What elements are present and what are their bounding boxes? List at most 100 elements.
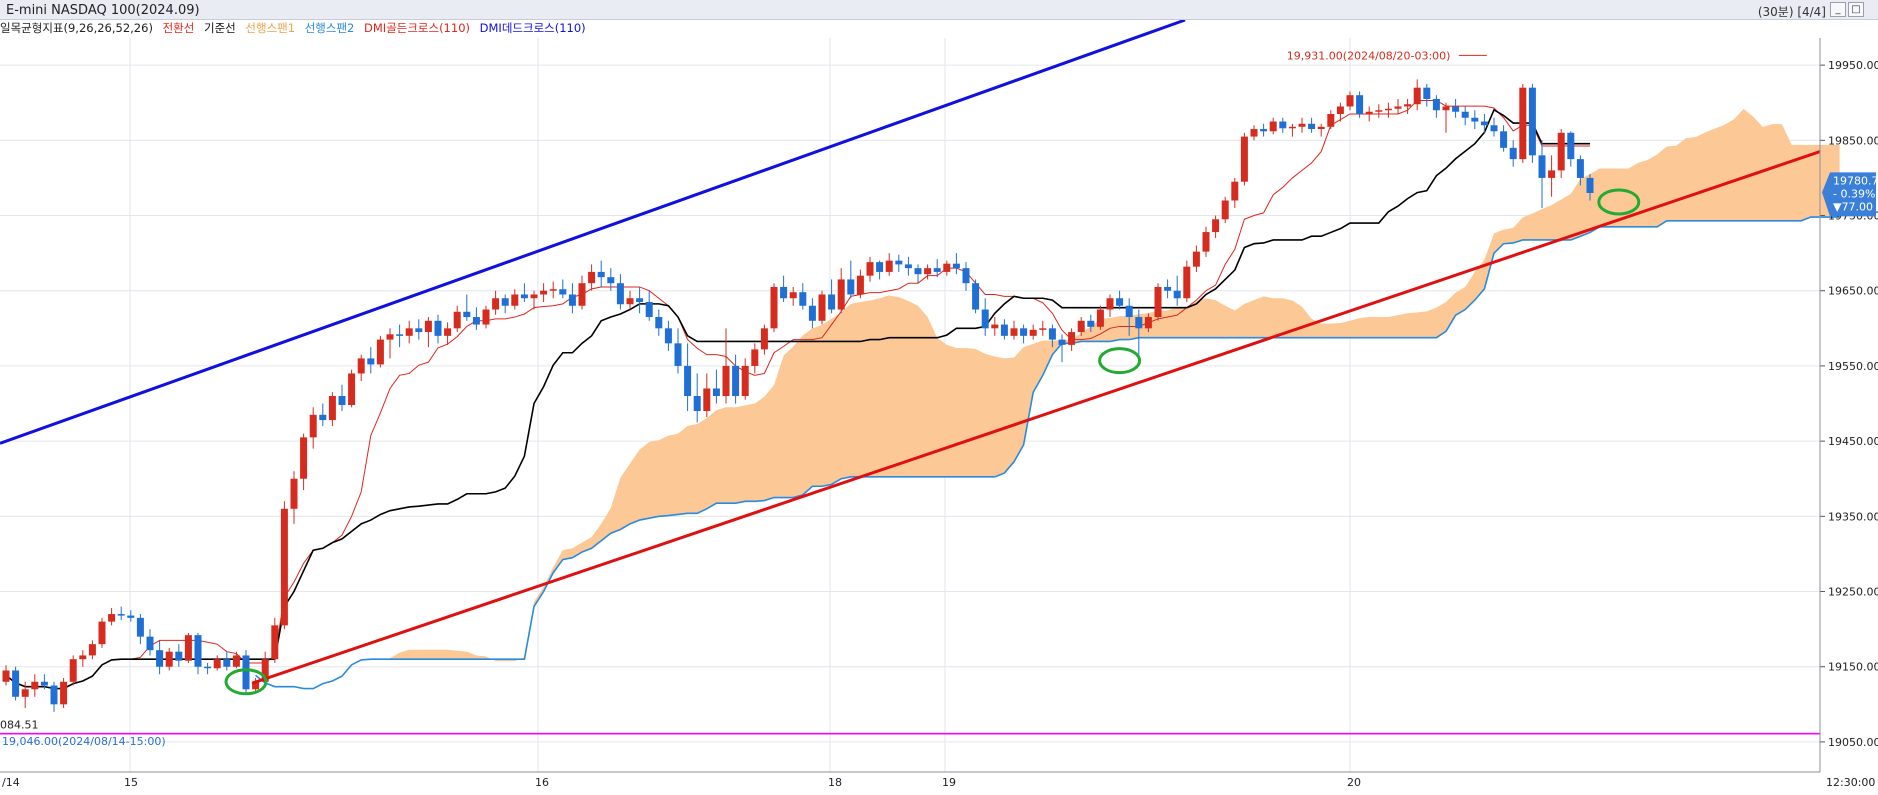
candle-body	[952, 263, 960, 269]
candle-body	[376, 339, 384, 365]
blue-trendline	[0, 18, 1186, 445]
candle-body	[837, 279, 845, 310]
candle-body	[1336, 106, 1344, 114]
ichimoku-cloud	[255, 108, 1840, 690]
candle-body	[1288, 126, 1296, 129]
candle-body	[1567, 132, 1575, 160]
red-trendline	[251, 150, 1821, 685]
x-tick-label: 12:30:00	[1826, 776, 1875, 789]
candle-body	[1000, 324, 1008, 336]
candle-body	[693, 396, 701, 412]
candle-body	[252, 681, 260, 690]
candle-body	[991, 324, 999, 329]
candle-body	[962, 268, 970, 284]
minimize-icon[interactable]: _	[1830, 2, 1846, 17]
window-title: E-mini NASDAQ 100(2024.09)	[6, 3, 200, 18]
candle-body	[540, 290, 548, 295]
candle-body	[1260, 129, 1268, 132]
candle-body	[492, 298, 500, 310]
candle-body	[1192, 251, 1200, 267]
candle-body	[242, 655, 250, 690]
indicator-legend: 일목균형지표(9,26,26,52,26) 전환선 기준선 선행스팬1 선행스팬…	[0, 20, 592, 36]
candle-body	[1212, 219, 1220, 233]
candle-body	[1327, 114, 1335, 127]
candle-body	[943, 263, 951, 272]
interval-label[interactable]: (30분) [4/4]	[1757, 5, 1826, 19]
legend-conversion-line: 전환선	[162, 21, 195, 35]
maximize-icon[interactable]: □	[1848, 2, 1864, 17]
candle-body	[703, 388, 711, 412]
cloud-area	[255, 108, 1840, 689]
candle-body	[530, 294, 538, 299]
candle-body	[722, 365, 730, 396]
candle-body	[472, 317, 480, 325]
left-value-label: 084.51	[0, 718, 39, 731]
high-annotation: 19,931.00(2024/08/20-03:00)	[1287, 49, 1451, 62]
candle-body	[549, 289, 557, 291]
candle-body	[1509, 147, 1517, 160]
candle-body	[108, 614, 116, 622]
candle-body	[453, 311, 461, 329]
candle-body	[789, 292, 797, 299]
candle-body	[434, 320, 442, 336]
price-tag-text: ▼77.00	[1833, 200, 1873, 213]
candle-body	[1557, 132, 1565, 171]
axes: 19950.0019850.0019750.0019650.0019550.00…	[0, 38, 1878, 789]
candle-body	[175, 651, 183, 661]
candle-body	[60, 681, 68, 705]
candle-body	[1586, 177, 1594, 193]
candle-body	[2, 670, 10, 682]
candle-body	[760, 328, 768, 350]
candle-body	[1116, 298, 1124, 306]
candle-body	[981, 309, 989, 329]
candle-body	[300, 437, 308, 479]
candle-body	[770, 286, 778, 329]
candle-body	[626, 298, 634, 305]
candle-body	[1039, 328, 1047, 330]
price-tag-text: - 0.39%	[1833, 187, 1875, 200]
candle-body	[386, 334, 394, 340]
x-tick-label: 19	[942, 776, 956, 789]
candle-body	[1528, 87, 1536, 156]
candle-body	[405, 328, 413, 336]
candle-body	[1029, 329, 1037, 336]
candle-body	[866, 262, 874, 276]
candle-body	[1298, 123, 1306, 127]
candle-body	[482, 309, 490, 325]
candle-body	[1442, 106, 1450, 111]
candle-body	[290, 478, 298, 509]
candle-body	[972, 283, 980, 310]
candle-body	[1250, 129, 1258, 137]
candle-body	[1154, 286, 1162, 318]
candle-body	[616, 283, 624, 305]
candle-body	[751, 349, 759, 366]
candle-body	[732, 365, 740, 396]
candle-body	[876, 262, 884, 272]
candle-body	[904, 264, 912, 269]
pivot-circle	[1098, 347, 1142, 375]
candle-body	[597, 271, 605, 278]
candle-body	[1384, 108, 1392, 111]
y-tick-label: 19850.00	[1828, 134, 1878, 147]
legend-leading-span2: 선행스팬2	[304, 21, 355, 35]
candle-body	[12, 670, 20, 697]
candle-body	[1490, 125, 1498, 132]
candle-body	[357, 358, 365, 374]
candle-body	[1125, 305, 1133, 318]
candle-body	[424, 320, 432, 333]
candle-body	[808, 305, 816, 321]
candle-body	[1068, 332, 1076, 345]
candle-body	[1135, 317, 1143, 329]
candle-body	[1452, 106, 1460, 112]
candle-body	[117, 614, 125, 616]
candle-body	[146, 636, 154, 651]
candle-body	[588, 271, 596, 284]
candle-body	[1461, 111, 1469, 118]
candle-body	[232, 655, 240, 667]
candle-body	[1365, 111, 1373, 114]
candle-body	[88, 644, 96, 656]
candle-body	[309, 414, 317, 438]
trendlines	[0, 18, 1821, 696]
candle-body	[1423, 87, 1431, 99]
candle-body	[463, 311, 471, 318]
